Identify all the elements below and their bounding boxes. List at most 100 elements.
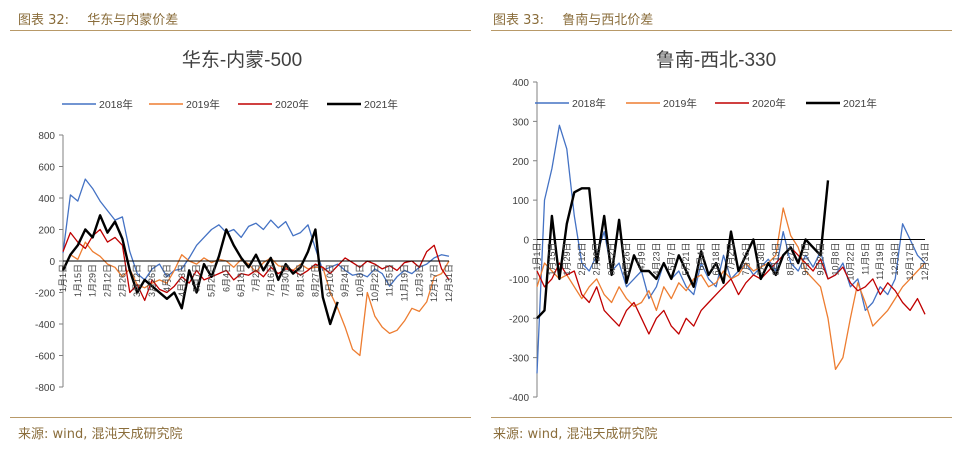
x-tick-label: 4月9日: [636, 243, 646, 271]
y-tick-label: -300: [509, 354, 529, 365]
y-tick-label: -100: [509, 275, 529, 286]
series-line: [536, 246, 926, 335]
legend-label: 2019年: [186, 98, 220, 111]
x-tick-label: 12月17日: [429, 264, 439, 302]
x-tick-label: 12月31日: [920, 243, 930, 281]
y-tick-label: -800: [35, 383, 55, 394]
x-tick-label: 10月22日: [370, 264, 380, 302]
x-tick-label: 9月10日: [325, 264, 335, 297]
caption-title: 华东与内蒙价差: [87, 13, 179, 28]
y-tick-label: 0: [49, 257, 55, 268]
legend-label: 2018年: [572, 97, 606, 110]
x-tick-label: 6月18日: [236, 264, 246, 297]
y-tick-label: 400: [512, 78, 529, 89]
x-tick-label: 6月4日: [696, 243, 706, 271]
y-tick-label: 600: [38, 163, 55, 174]
x-tick-label: 7月16日: [741, 243, 751, 276]
series-line: [536, 180, 830, 320]
caption-right: 图表 33: 鲁南与西北价差: [493, 9, 653, 28]
legend-label: 2020年: [752, 97, 786, 110]
y-tick-label: 200: [512, 157, 529, 168]
x-tick-label: 4月9日: [162, 264, 172, 292]
x-tick-label: 7月16日: [266, 264, 276, 297]
x-tick-label: 7月2日: [251, 264, 261, 292]
legend-label: 2021年: [843, 97, 877, 110]
x-tick-label: 12月31日: [444, 264, 454, 302]
x-tick-label: 1月15日: [73, 264, 83, 297]
y-tick-label: 400: [38, 194, 55, 205]
y-tick-label: -400: [509, 393, 529, 404]
bottom-rule: [10, 417, 471, 418]
y-tick-label: -200: [35, 289, 55, 300]
x-tick-label: 11月19日: [875, 243, 885, 280]
panel-left: 图表 32: 华东与内蒙价差 华东-内蒙-500 -800 -600 -400 -200…: [10, 9, 471, 442]
x-tick-label: 2月26日: [117, 264, 127, 297]
x-tick-label: 1月29日: [562, 243, 572, 276]
y-tick-label: 100: [512, 196, 529, 207]
x-tick-label: 10月8日: [355, 264, 365, 297]
caption-left: 图表 32: 华东与内蒙价差: [18, 9, 178, 28]
bottom-rule: [491, 417, 952, 418]
top-rule: [491, 30, 952, 31]
x-tick-label: 8月13日: [296, 264, 306, 297]
x-tick-label: 2月26日: [592, 243, 602, 276]
x-tick-label: 12月3日: [890, 243, 900, 276]
x-tick-label: 7月30日: [281, 264, 291, 297]
x-tick-label: 7月2日: [726, 243, 736, 271]
x-tick-label: 1月1日: [532, 243, 542, 271]
x-tick-label: 6月4日: [221, 264, 231, 292]
x-tick-label: 5月7日: [192, 264, 202, 292]
top-rule: [10, 30, 471, 31]
x-tick-label: 8月27日: [310, 264, 320, 297]
x-tick-label: 3月26日: [147, 264, 157, 297]
x-tick-label: 4月23日: [177, 264, 187, 297]
chart-title: 鲁南-西北-330: [656, 49, 776, 71]
legend-label: 2020年: [275, 98, 309, 111]
x-tick-label: 11月5日: [385, 264, 395, 296]
x-tick-label: 3月26日: [622, 243, 632, 276]
x-tick-label: 9月24日: [816, 243, 826, 276]
chart-east-mongolia: 华东-内蒙-500 -800 -600 -400 -200 0 200 400 600 800 1月…: [35, 49, 454, 394]
x-tick-label: 3月12日: [132, 264, 142, 297]
caption-title: 鲁南与西北价差: [562, 13, 654, 28]
legend-label: 2021年: [364, 98, 398, 111]
y-tick-label: -600: [35, 352, 55, 363]
y-tick-label: -400: [35, 320, 55, 331]
legend-label: 2018年: [99, 98, 133, 111]
x-tick-label: 12月17日: [905, 243, 915, 281]
x-tick-label: 8月13日: [771, 243, 781, 276]
legend-label: 2019年: [663, 97, 697, 110]
caption-label: 图表 32:: [18, 13, 70, 28]
x-tick-label: 12月3日: [414, 264, 424, 297]
x-tick-label: 11月5日: [860, 243, 870, 275]
x-tick-label: 2月12日: [577, 243, 587, 276]
x-tick-label: 6月18日: [711, 242, 721, 275]
x-tick-label: 10月8日: [830, 243, 840, 276]
x-tick-label: 1月15日: [547, 243, 557, 276]
x-tick-label: 2月12日: [103, 264, 113, 297]
x-tick-label: 7月30日: [756, 243, 766, 276]
x-tick-label: 9月10日: [801, 243, 811, 276]
chart-title: 华东-内蒙-500: [182, 49, 302, 71]
y-tick-label: 200: [38, 226, 55, 237]
x-tick-label: 5月21日: [206, 264, 216, 297]
x-tick-label: 9月24日: [340, 264, 350, 297]
x-tick-label: 1月29日: [88, 264, 98, 297]
series-line: [62, 241, 450, 357]
x-tick-label: 4月23日: [651, 243, 661, 276]
source-note: 来源: wind, 混沌天成研究院: [18, 427, 183, 442]
chart-lunan-northwest: 鲁南-西北-330 -400 -300 -200 -100 0 100 200 300 400 1月…: [509, 49, 930, 404]
x-tick-label: 8月27日: [786, 243, 796, 276]
caption-label: 图表 33:: [493, 13, 545, 28]
x-tick-label: 1月1日: [58, 264, 68, 292]
series-line: [62, 228, 450, 302]
x-tick-label: 10月22日: [845, 243, 855, 281]
series-line: [62, 178, 450, 287]
y-tick-label: 800: [38, 131, 55, 142]
x-tick-label: 3月12日: [607, 243, 617, 276]
x-tick-label: 5月7日: [666, 243, 676, 271]
y-tick-label: 300: [512, 117, 529, 128]
y-tick-label: 0: [523, 236, 529, 247]
y-tick-label: -200: [509, 314, 529, 325]
x-tick-label: 11月19日: [399, 264, 409, 301]
